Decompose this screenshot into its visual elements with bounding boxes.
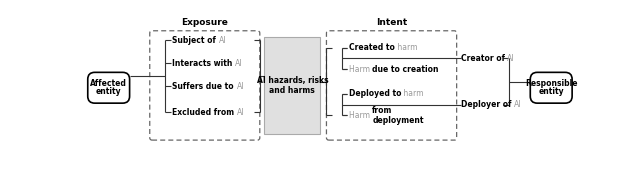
Text: Harm: Harm <box>349 65 372 74</box>
Text: AI: AI <box>237 108 244 117</box>
Text: Exposure: Exposure <box>181 18 228 27</box>
Text: from
deployment: from deployment <box>372 106 424 125</box>
Text: Responsible: Responsible <box>525 79 577 88</box>
Text: Created to: Created to <box>349 43 395 52</box>
Text: AI: AI <box>219 35 226 44</box>
Text: Affected: Affected <box>90 79 127 88</box>
Text: harm: harm <box>401 89 424 98</box>
Text: AI: AI <box>507 54 515 63</box>
Text: Deployed to: Deployed to <box>349 89 401 98</box>
Text: AI hazards, risks: AI hazards, risks <box>257 76 328 85</box>
Text: AI: AI <box>236 82 244 91</box>
FancyBboxPatch shape <box>150 31 260 140</box>
Text: Deployer of: Deployer of <box>461 100 514 109</box>
Text: Interacts with: Interacts with <box>172 59 236 68</box>
FancyBboxPatch shape <box>88 72 129 103</box>
Text: AI: AI <box>514 100 521 109</box>
Text: Excluded from: Excluded from <box>172 108 237 117</box>
Text: Harm: Harm <box>349 111 372 120</box>
Text: entity: entity <box>96 87 122 96</box>
FancyBboxPatch shape <box>326 31 457 140</box>
Text: Suffers due to: Suffers due to <box>172 82 236 91</box>
Bar <box>264 37 320 134</box>
Text: due to creation: due to creation <box>372 65 439 74</box>
FancyBboxPatch shape <box>531 72 572 103</box>
Text: entity: entity <box>538 87 564 96</box>
Text: Creator of: Creator of <box>461 54 507 63</box>
Text: and harms: and harms <box>269 86 316 95</box>
Text: AI: AI <box>236 59 243 68</box>
Text: harm: harm <box>395 43 417 52</box>
Text: Intent: Intent <box>376 18 407 27</box>
Text: Subject of: Subject of <box>172 35 219 44</box>
